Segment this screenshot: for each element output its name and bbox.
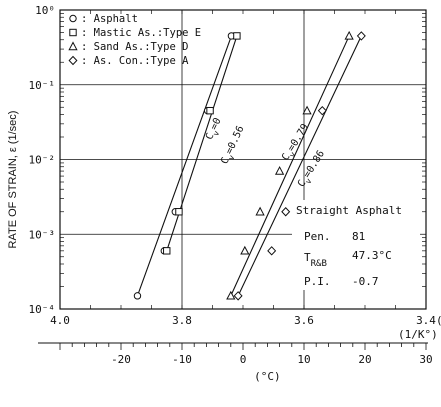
- info-box-title: Straight Asphalt: [296, 204, 402, 217]
- square-point: [163, 247, 171, 255]
- cv-label: Cv=0.86: [296, 149, 330, 191]
- square-point: [175, 208, 183, 216]
- legend-diamond-marker: [68, 55, 78, 66]
- triangle-point: [302, 105, 312, 115]
- x2-tick-label: 20: [358, 353, 371, 366]
- info-box-bg: [292, 200, 420, 290]
- triangle-point: [255, 206, 265, 216]
- diamond-point: [281, 207, 291, 217]
- x2-tick-label: 10: [297, 353, 310, 366]
- cv-label: Cv=0.79: [280, 122, 314, 164]
- info-row-value: -0.7: [352, 275, 379, 288]
- triangle-point: [274, 166, 285, 175]
- legend-square-marker: [69, 28, 77, 37]
- y-axis: 10⁰ 10⁻¹ 10⁻² 10⁻³ 10⁻⁴: [29, 4, 426, 316]
- square-point: [206, 106, 214, 115]
- info-row-label: P.I.: [304, 275, 331, 288]
- square-point: [233, 32, 241, 40]
- triangle-point: [240, 245, 250, 255]
- x-tick-label: 4.0: [50, 314, 70, 327]
- legend-label: : Mastic As.:Type E: [81, 27, 201, 39]
- x2-tick-label: -20: [111, 353, 131, 366]
- x2-tick-label: 0: [240, 353, 247, 366]
- legend: : Asphalt : Mastic As.:Type E : Sand As.:T…: [68, 13, 201, 67]
- x-tick-label: 3.6: [294, 314, 314, 327]
- x-tick-label: 3.4: [416, 314, 436, 327]
- y-tick-label: 10⁻²: [29, 154, 56, 167]
- info-row-value: 81: [352, 230, 365, 243]
- x-axis-label: (1/K°): [398, 328, 438, 341]
- triangle-point: [226, 290, 236, 300]
- y-tick-label: 10⁻¹: [29, 79, 56, 92]
- diamond-point: [233, 291, 243, 301]
- info-row-value: 47.3°C: [352, 249, 392, 262]
- fit-line: [166, 35, 238, 252]
- cv-label: Cv=0: [204, 116, 226, 143]
- legend-circle-marker: [69, 14, 77, 23]
- x-axis-multiplier: (x10⁻³): [436, 314, 441, 327]
- info-row-label: Pen.: [304, 230, 331, 243]
- x2-tick-label: -10: [172, 353, 192, 366]
- y-tick-label: 10⁰: [35, 4, 55, 17]
- diamond-point: [317, 105, 327, 116]
- cv-label: Cv=0.56: [219, 124, 249, 167]
- circle-point: [133, 292, 142, 300]
- y-axis-label: RATE OF STRAIN, ε (1/sec): [7, 111, 19, 249]
- x-axis-secondary-label: (°C): [254, 370, 281, 383]
- legend-label: : Asphalt: [81, 13, 138, 25]
- data-points: [133, 30, 366, 301]
- fit-line: [230, 35, 350, 297]
- legend-label: : As. Con.:Type A: [81, 55, 189, 67]
- x-axis: 4.0 3.8 3.6 3.4: [50, 10, 436, 327]
- y-tick-label: 10⁻³: [29, 228, 56, 241]
- info-row-label: TR&B: [304, 251, 327, 269]
- fit-line: [237, 35, 362, 297]
- triangle-point: [344, 30, 354, 40]
- legend-triangle-marker: [68, 41, 78, 51]
- x2-tick-label: 30: [419, 353, 432, 366]
- info-box: Straight Asphalt Pen. 81 TR&B 47.3°C P.I. -0.7: [292, 200, 420, 290]
- legend-label: : Sand As.:Type D: [81, 41, 188, 53]
- diamond-point: [267, 246, 277, 256]
- diamond-point: [356, 31, 366, 41]
- fit-line: [136, 35, 232, 297]
- y-tick-label: 10⁻⁴: [29, 303, 56, 316]
- x-tick-label: 3.8: [172, 314, 192, 327]
- x-axis-secondary: -20 -10 0 10 20 30: [38, 342, 433, 366]
